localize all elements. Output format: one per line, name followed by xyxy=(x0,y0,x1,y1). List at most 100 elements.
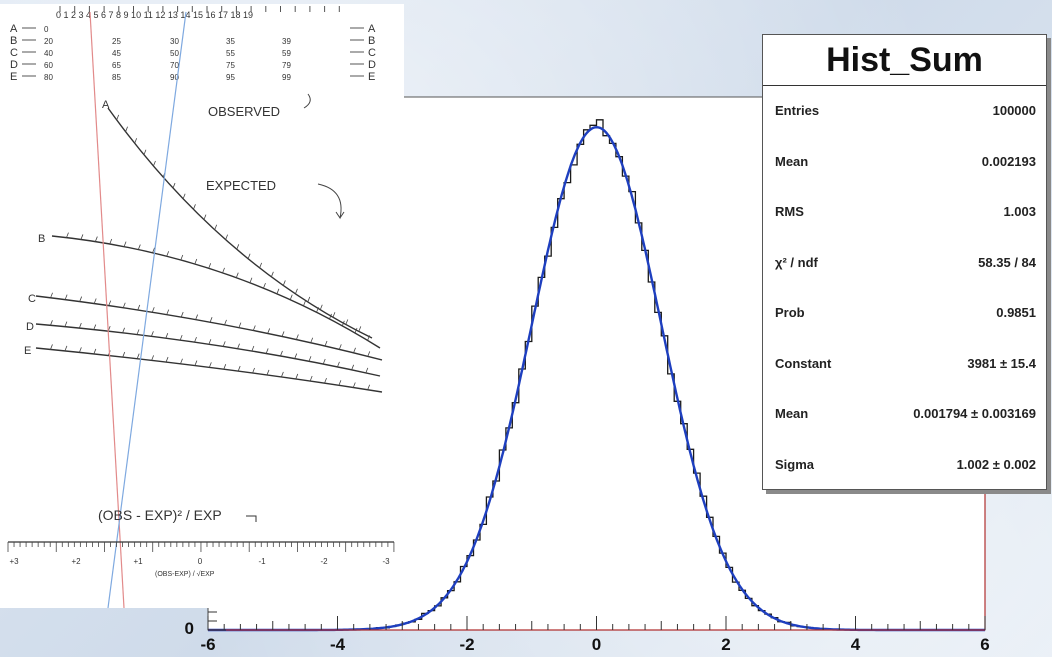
curve-tick xyxy=(329,313,332,320)
curve-tick xyxy=(50,344,53,350)
row-letter-left: D xyxy=(10,59,18,71)
stats-row: Sigma 1.002 ± 0.002 xyxy=(763,440,1046,491)
bottom-tick-label: -1 xyxy=(258,557,266,566)
curve-tick xyxy=(137,304,141,311)
curve-tick xyxy=(180,254,184,261)
stats-label: Mean xyxy=(775,406,809,421)
curve-tick xyxy=(307,296,311,303)
row-letter-right: E xyxy=(368,71,375,83)
curve-tick xyxy=(214,224,218,230)
curve-tick xyxy=(358,326,362,332)
row-letter-right: B xyxy=(368,35,375,47)
stats-row: χ² / ndf 58.35 / 84 xyxy=(763,238,1046,289)
curve-tick xyxy=(252,325,256,331)
x-tick-label: -2 xyxy=(459,635,474,654)
curve-tick xyxy=(137,244,141,250)
curve-letter: E xyxy=(24,345,31,357)
curve-tick xyxy=(266,369,270,376)
expected-label: EXPECTED xyxy=(206,178,276,193)
curve-letter: B xyxy=(38,233,45,245)
curve-tick xyxy=(180,311,184,318)
curve-tick xyxy=(50,320,53,326)
row-value: 25 xyxy=(112,37,121,46)
blue-index-line xyxy=(107,11,187,608)
curve-tick xyxy=(322,358,326,365)
curve-tick xyxy=(208,263,212,269)
curve-tick xyxy=(180,358,183,364)
top-scale: 0 1 2 3 4 5 6 7 8 9 10 11 12 13 14 15 16… xyxy=(56,10,253,20)
curve-tick xyxy=(50,292,53,298)
curve-tick xyxy=(179,334,183,341)
curve-tick xyxy=(165,333,169,339)
curve-tick xyxy=(223,364,227,370)
curve-tick xyxy=(122,351,126,358)
curve-tick xyxy=(252,367,255,374)
curve-tick xyxy=(354,327,358,334)
curve-tick xyxy=(281,331,285,337)
stats-value: 0.002193 xyxy=(981,153,1036,169)
formula-label: (OBS - EXP)² / EXP xyxy=(98,507,222,523)
curve-tick xyxy=(116,114,120,121)
row-value: 50 xyxy=(170,49,179,58)
curve-tick xyxy=(143,149,147,155)
curve-tick xyxy=(151,307,155,313)
curve-tick xyxy=(332,312,336,318)
row-value: 40 xyxy=(44,49,53,58)
curve-tick xyxy=(136,329,140,335)
row-value: 35 xyxy=(226,37,235,46)
curve-tick xyxy=(295,373,299,380)
x-tick-label: -4 xyxy=(330,635,346,654)
observed-arrow xyxy=(303,93,311,109)
curve-tick xyxy=(316,307,319,313)
nomogram-curve xyxy=(35,295,383,361)
curve-tick xyxy=(303,300,306,306)
curve-tick xyxy=(93,348,97,355)
row-value: 60 xyxy=(44,61,53,70)
curve-tick xyxy=(166,309,170,315)
bottom-scale-label: (OBS-EXP) / √EXP xyxy=(155,570,215,578)
curve-tick xyxy=(194,258,198,265)
stats-value: 100000 xyxy=(992,103,1036,118)
curve-tick xyxy=(122,327,125,333)
curve-letter: D xyxy=(26,321,34,333)
curve-tick xyxy=(66,232,69,238)
curve-tick xyxy=(165,356,169,363)
curve-tick xyxy=(265,348,269,354)
curve-tick xyxy=(64,345,68,352)
curve-tick xyxy=(209,317,213,323)
x-tick-label: 6 xyxy=(980,635,989,654)
row-letter-left: A xyxy=(10,23,18,35)
row-value: 90 xyxy=(170,73,179,82)
stats-row: Prob 0.9851 xyxy=(763,288,1046,339)
curve-tick xyxy=(338,380,342,386)
curve-tick xyxy=(367,351,371,357)
curve-tick xyxy=(281,371,284,378)
curve-tick xyxy=(353,347,356,353)
curve-tick xyxy=(365,367,369,374)
curve-tick xyxy=(351,364,355,370)
curve-tick xyxy=(236,244,240,250)
curve-tick xyxy=(193,204,196,210)
stats-value: 1.003 xyxy=(1003,204,1036,219)
bottom-tick-label: 0 xyxy=(198,557,203,566)
row-letter-right: A xyxy=(368,23,376,35)
stats-label: Prob xyxy=(775,305,805,320)
row-value: 85 xyxy=(112,73,121,82)
curve-tick xyxy=(208,362,212,368)
row-value: 59 xyxy=(282,49,291,58)
curve-tick xyxy=(309,375,313,382)
curve-tick xyxy=(151,355,154,361)
stats-value: 58.35 / 84 xyxy=(978,254,1036,270)
curve-tick xyxy=(345,319,349,325)
stats-label: Constant xyxy=(775,355,832,371)
red-index-line xyxy=(89,11,125,608)
stats-label: Entries xyxy=(775,103,820,118)
curve-tick xyxy=(79,296,83,302)
curve-tick xyxy=(352,382,356,388)
nomogram-curve xyxy=(35,347,383,393)
bottom-tick-label: +2 xyxy=(71,557,81,566)
stats-label: Sigma xyxy=(775,456,815,472)
curve-tick xyxy=(93,324,97,330)
curve-tick xyxy=(182,193,186,199)
row-letter-right: C xyxy=(368,47,376,59)
